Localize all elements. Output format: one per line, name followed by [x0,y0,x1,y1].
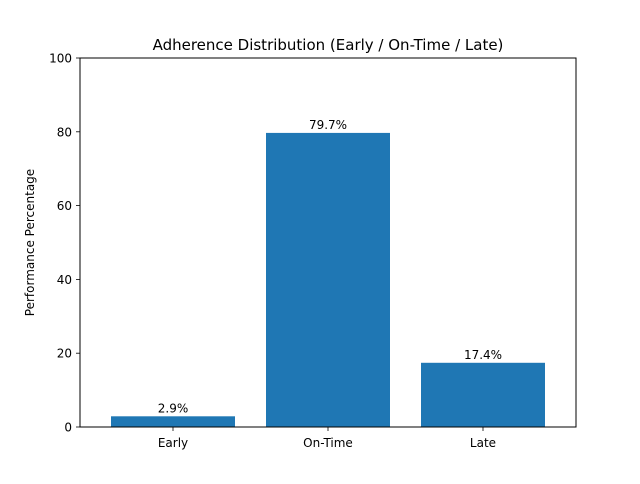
y-tick-label: 60 [57,199,72,213]
axes-frame [79,57,577,428]
bar-on-time [266,132,390,427]
data-label: 79.7% [309,118,347,132]
y-tick-label: 20 [57,347,72,361]
x-tick-label: On-Time [303,436,353,450]
bar-late [421,362,545,427]
bar-early [111,416,235,427]
y-axis-label: Performance Percentage [23,169,37,316]
y-tick-label: 0 [64,421,72,435]
y-tick-label: 40 [57,273,72,287]
x-tick-label: Early [158,436,188,450]
chart-title: Adherence Distribution (Early / On-Time … [153,36,504,54]
x-tick-label: Late [470,436,496,450]
data-label: 17.4% [464,348,502,362]
plot-area: 2.9% Early 79.7% On-Time 17.4% Late 0 20 40 60 80 1… [49,52,577,450]
y-tick-label: 80 [57,125,72,139]
data-label: 2.9% [158,401,189,415]
y-tick-label: 100 [49,52,72,66]
